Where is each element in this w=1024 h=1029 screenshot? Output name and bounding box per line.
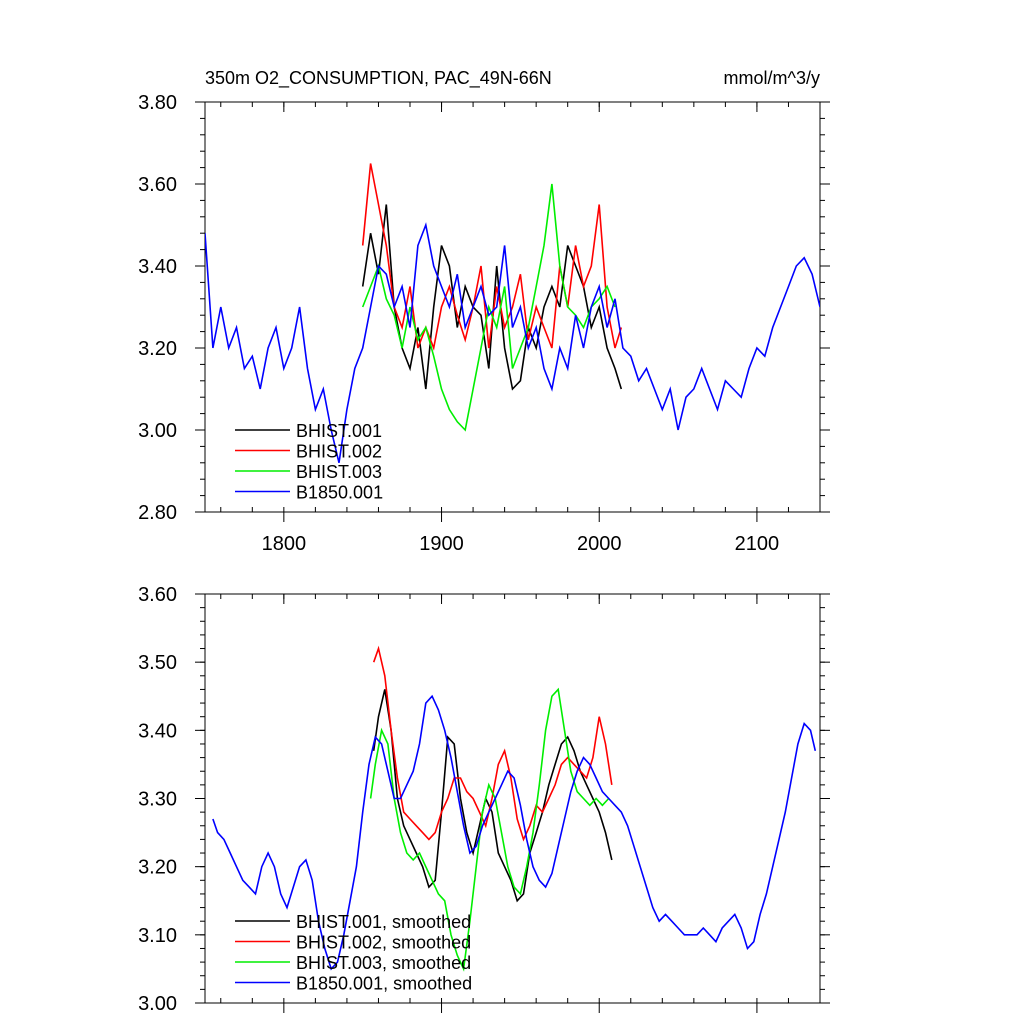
x-tick-label: 2000	[577, 533, 622, 555]
series-line-4	[205, 222, 820, 463]
legend-label-2: BHIST.002, smoothed	[296, 933, 471, 953]
y-tick-label: 3.30	[138, 789, 177, 811]
legend-label-2: BHIST.002	[296, 442, 382, 462]
y-tick-label: 3.20	[138, 338, 177, 360]
y-tick-label: 3.60	[138, 174, 177, 196]
series-line-3	[369, 687, 610, 972]
x-tick-label: 1800	[262, 533, 307, 555]
y-tick-label: 3.40	[138, 256, 177, 278]
x-tick-label: 2100	[735, 533, 780, 555]
y-tick-label: 3.60	[138, 584, 177, 606]
y-tick-label: 3.20	[138, 857, 177, 879]
series-line-2	[372, 645, 613, 842]
y-tick-label: 3.10	[138, 925, 177, 947]
legend-label-1: BHIST.001, smoothed	[296, 912, 471, 932]
y-tick-label: 3.00	[138, 993, 177, 1015]
y-tick-label: 2.80	[138, 502, 177, 524]
legend-label-4: B1850.001	[296, 483, 383, 503]
series-line-4	[212, 694, 817, 971]
series-line-1	[372, 689, 613, 903]
chart-units: mmol/m^3/y	[724, 68, 820, 88]
legend-label-3: BHIST.003	[296, 462, 382, 482]
y-tick-label: 3.80	[138, 92, 177, 114]
legend-label-3: BHIST.003, smoothed	[296, 953, 471, 973]
x-tick-label: 1900	[419, 533, 464, 555]
series-line-3	[361, 183, 616, 432]
legend-label-1: BHIST.001	[296, 421, 382, 441]
y-tick-label: 3.40	[138, 720, 177, 742]
y-tick-label: 3.50	[138, 652, 177, 674]
chart-title: 350m O2_CONSUMPTION, PAC_49N-66N	[205, 68, 552, 89]
legend-label-4: B1850.001, smoothed	[296, 974, 472, 994]
y-tick-label: 3.00	[138, 420, 177, 442]
